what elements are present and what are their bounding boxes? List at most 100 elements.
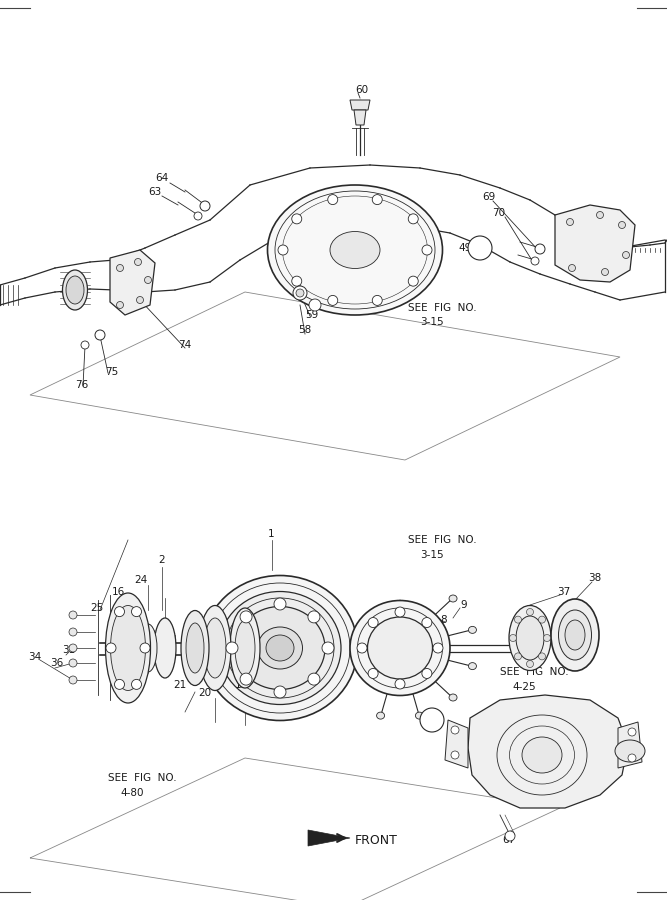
Polygon shape bbox=[354, 110, 366, 125]
Circle shape bbox=[200, 201, 210, 211]
Circle shape bbox=[95, 330, 105, 340]
Ellipse shape bbox=[257, 627, 303, 669]
Polygon shape bbox=[350, 100, 370, 110]
Text: 31: 31 bbox=[62, 645, 75, 655]
Circle shape bbox=[514, 616, 522, 623]
Circle shape bbox=[514, 652, 522, 660]
Ellipse shape bbox=[235, 620, 255, 676]
Ellipse shape bbox=[154, 618, 176, 678]
Circle shape bbox=[115, 680, 125, 689]
Circle shape bbox=[69, 676, 77, 684]
Text: 67: 67 bbox=[502, 835, 515, 845]
Circle shape bbox=[131, 680, 141, 689]
Ellipse shape bbox=[522, 737, 562, 773]
Polygon shape bbox=[555, 205, 635, 282]
Ellipse shape bbox=[516, 616, 544, 660]
Ellipse shape bbox=[449, 595, 457, 602]
Circle shape bbox=[395, 607, 405, 617]
Polygon shape bbox=[110, 250, 155, 315]
Circle shape bbox=[510, 634, 516, 642]
Circle shape bbox=[296, 289, 304, 297]
Circle shape bbox=[628, 728, 636, 736]
Circle shape bbox=[408, 276, 418, 286]
Circle shape bbox=[535, 244, 545, 254]
Circle shape bbox=[115, 607, 125, 616]
Circle shape bbox=[226, 642, 238, 654]
Text: 4-25: 4-25 bbox=[512, 682, 536, 692]
Ellipse shape bbox=[203, 575, 358, 721]
Circle shape bbox=[368, 617, 378, 627]
Circle shape bbox=[69, 611, 77, 619]
Text: SEE  FIG  NO.: SEE FIG NO. bbox=[408, 303, 477, 313]
Ellipse shape bbox=[199, 606, 231, 690]
Text: SEE  FIG  NO.: SEE FIG NO. bbox=[108, 773, 177, 783]
Text: 49: 49 bbox=[459, 243, 472, 253]
Ellipse shape bbox=[63, 270, 87, 310]
Circle shape bbox=[422, 669, 432, 679]
Circle shape bbox=[135, 258, 141, 265]
Circle shape bbox=[293, 286, 307, 300]
Circle shape bbox=[140, 643, 150, 653]
Circle shape bbox=[395, 679, 405, 689]
Polygon shape bbox=[468, 695, 628, 808]
Text: 25: 25 bbox=[90, 603, 103, 613]
Circle shape bbox=[145, 276, 151, 284]
Ellipse shape bbox=[219, 591, 341, 705]
Circle shape bbox=[309, 299, 321, 311]
Circle shape bbox=[422, 617, 432, 627]
Circle shape bbox=[468, 236, 492, 260]
Circle shape bbox=[131, 607, 141, 616]
Text: 9: 9 bbox=[460, 600, 467, 610]
Circle shape bbox=[69, 628, 77, 636]
Polygon shape bbox=[445, 720, 468, 768]
Circle shape bbox=[240, 611, 252, 623]
Circle shape bbox=[618, 221, 626, 229]
Circle shape bbox=[357, 643, 367, 653]
Text: 76: 76 bbox=[75, 380, 88, 390]
Circle shape bbox=[194, 212, 202, 220]
Text: 3-15: 3-15 bbox=[420, 550, 444, 560]
Ellipse shape bbox=[235, 607, 325, 689]
Polygon shape bbox=[308, 830, 350, 846]
Circle shape bbox=[327, 194, 338, 204]
Circle shape bbox=[274, 686, 286, 698]
Ellipse shape bbox=[267, 185, 442, 315]
Circle shape bbox=[291, 214, 301, 224]
Text: SEE  FIG  NO.: SEE FIG NO. bbox=[408, 535, 477, 545]
Circle shape bbox=[137, 296, 143, 303]
Text: 58: 58 bbox=[298, 325, 311, 335]
Ellipse shape bbox=[105, 593, 151, 703]
Text: 1: 1 bbox=[268, 529, 275, 539]
Text: 37: 37 bbox=[557, 587, 570, 597]
Circle shape bbox=[97, 332, 103, 338]
Text: 24: 24 bbox=[134, 575, 147, 585]
Text: 8: 8 bbox=[440, 615, 447, 625]
Circle shape bbox=[278, 245, 288, 255]
Text: 63: 63 bbox=[148, 187, 161, 197]
Circle shape bbox=[531, 257, 539, 265]
Circle shape bbox=[538, 616, 546, 623]
Ellipse shape bbox=[565, 620, 585, 650]
Circle shape bbox=[327, 295, 338, 305]
Ellipse shape bbox=[181, 610, 209, 686]
Text: 34: 34 bbox=[28, 652, 41, 662]
Text: 36: 36 bbox=[50, 658, 63, 668]
Circle shape bbox=[544, 634, 550, 642]
Circle shape bbox=[505, 831, 515, 841]
Ellipse shape bbox=[330, 231, 380, 268]
Text: 2: 2 bbox=[158, 555, 165, 565]
Ellipse shape bbox=[468, 662, 476, 670]
Circle shape bbox=[451, 751, 459, 759]
Circle shape bbox=[308, 611, 320, 623]
Text: 74: 74 bbox=[178, 340, 191, 350]
Ellipse shape bbox=[350, 600, 450, 696]
Circle shape bbox=[433, 643, 443, 653]
Polygon shape bbox=[618, 722, 642, 768]
Circle shape bbox=[308, 673, 320, 685]
Circle shape bbox=[622, 251, 630, 258]
Ellipse shape bbox=[551, 599, 599, 671]
Text: 75: 75 bbox=[105, 367, 118, 377]
Text: FRONT: FRONT bbox=[355, 833, 398, 847]
Circle shape bbox=[69, 644, 77, 652]
Ellipse shape bbox=[615, 740, 645, 762]
